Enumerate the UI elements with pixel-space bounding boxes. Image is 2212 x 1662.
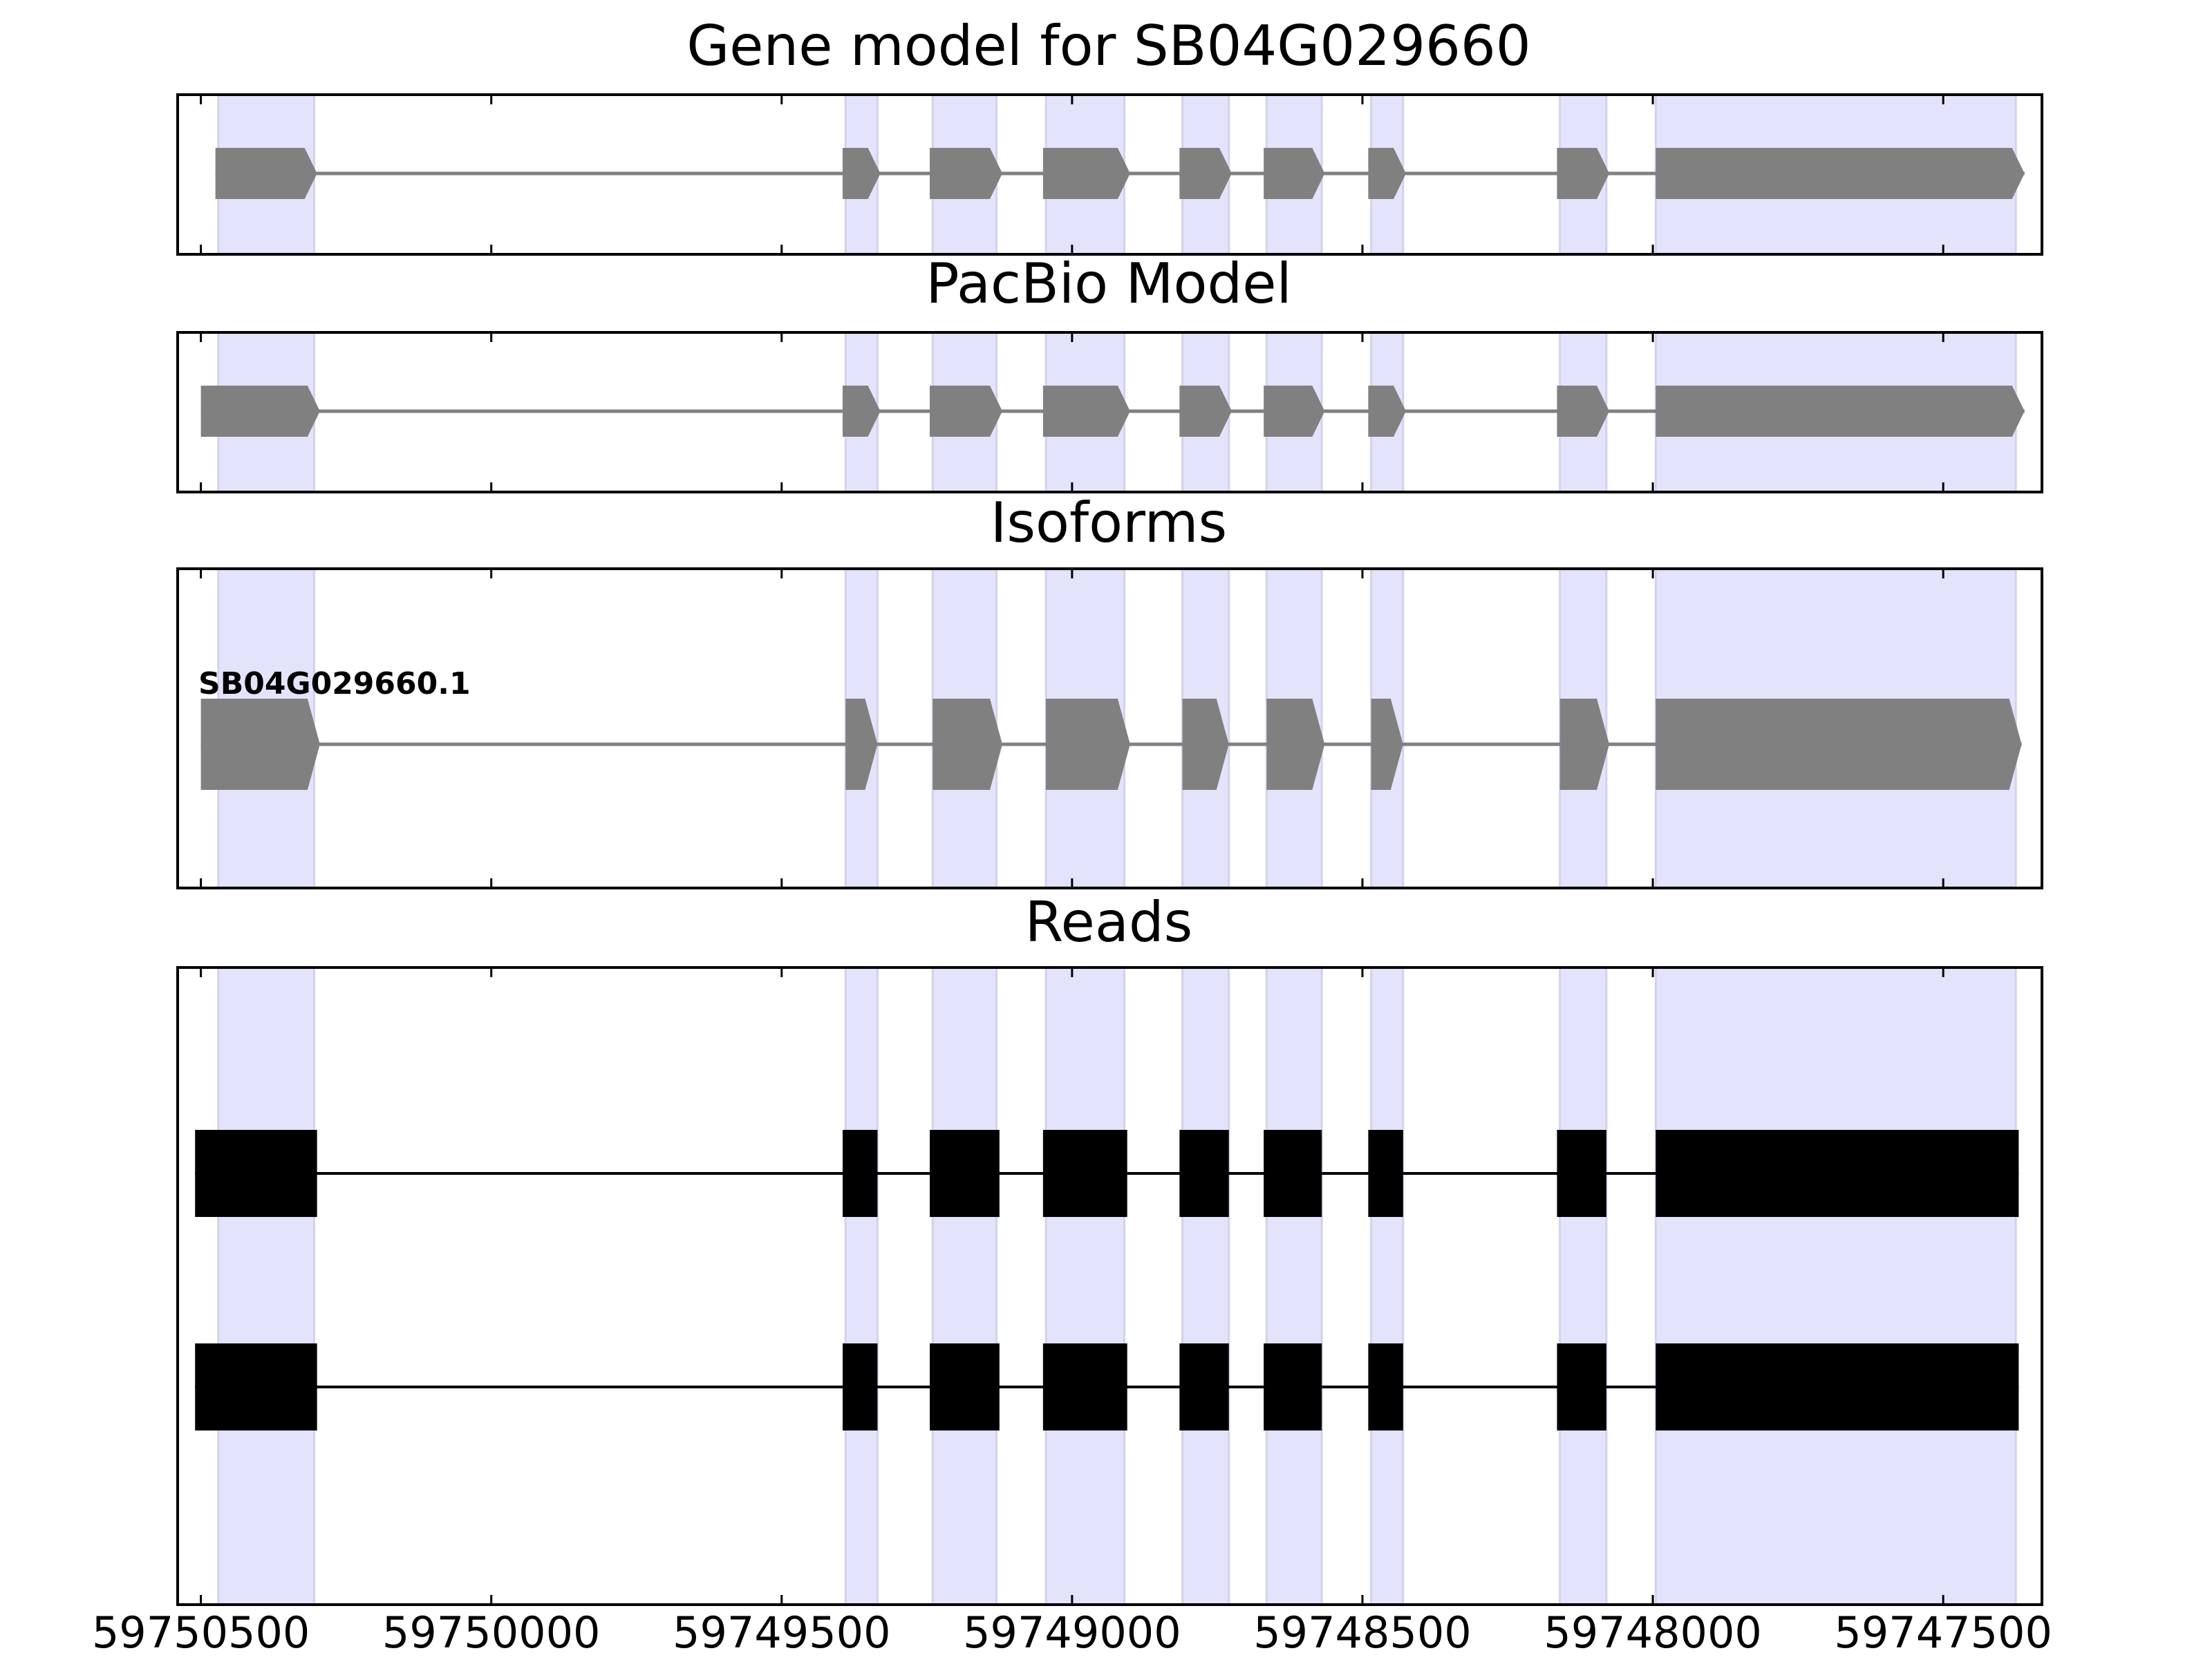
highlight-region-4 bbox=[1044, 966, 1126, 1606]
x-tick-label: 59747500 bbox=[1834, 1607, 2052, 1658]
panel-gene-model: Gene model for SB04G029660 bbox=[176, 14, 2043, 256]
read-exon-4 bbox=[1042, 1343, 1127, 1430]
exon-6 bbox=[1264, 386, 1325, 437]
tick-marks-reads bbox=[200, 967, 1944, 1605]
exon-5 bbox=[1179, 148, 1232, 199]
panel-reads: Reads bbox=[176, 890, 2043, 1606]
read-exon-4 bbox=[1042, 1130, 1127, 1217]
panel-frame-reads bbox=[176, 966, 2043, 1606]
isoform-label: SB04G029660.1 bbox=[198, 666, 471, 701]
exon-8 bbox=[1557, 386, 1610, 437]
exon-9 bbox=[1656, 386, 2025, 437]
exon-2 bbox=[843, 386, 881, 437]
tracks-pacbio-model bbox=[200, 386, 2025, 437]
x-axis-tick-labels: 59750500 59750000 59749500 59749000 59748500… bbox=[92, 1607, 2052, 1658]
x-tick-label: 59748500 bbox=[1253, 1607, 1472, 1658]
panel-frame-gene-model bbox=[176, 93, 2043, 256]
tracks-reads bbox=[195, 1130, 2019, 1430]
exon-3 bbox=[932, 699, 1003, 790]
read-exon-3 bbox=[930, 1130, 1000, 1217]
tick-marks-pacbio-model bbox=[200, 332, 1944, 492]
read-exon-9 bbox=[1656, 1343, 2019, 1430]
exon-4 bbox=[1042, 386, 1130, 437]
exon-4 bbox=[1042, 148, 1130, 199]
tracks-gene-model bbox=[215, 148, 2025, 199]
highlight-region-7 bbox=[1370, 966, 1405, 1606]
panel-title-reads: Reads bbox=[1025, 890, 1193, 954]
tick-marks-isoforms bbox=[200, 569, 1944, 888]
highlight-region-6 bbox=[1265, 966, 1323, 1606]
exon-5 bbox=[1182, 699, 1229, 790]
exon-7 bbox=[1368, 148, 1406, 199]
exon-3 bbox=[930, 148, 1003, 199]
panel-isoforms: Isoforms SB04G029660.1 bbox=[176, 491, 2043, 889]
tracks-isoforms bbox=[200, 699, 2022, 790]
highlight-region-9 bbox=[1654, 966, 2017, 1606]
x-tick-label: 59748000 bbox=[1544, 1607, 1762, 1658]
highlight-region-1 bbox=[217, 966, 315, 1606]
x-tick-label: 59749000 bbox=[963, 1607, 1181, 1658]
read-exon-8 bbox=[1557, 1343, 1606, 1430]
exon-4 bbox=[1046, 699, 1130, 790]
read-exon-1 bbox=[195, 1130, 317, 1217]
exon-7 bbox=[1371, 699, 1403, 790]
highlight-layer-reads bbox=[217, 966, 2017, 1606]
exon-3 bbox=[930, 386, 1003, 437]
exon-6 bbox=[1266, 699, 1325, 790]
exon-1 bbox=[215, 148, 317, 199]
panel-title-pacbio-model: PacBio Model bbox=[926, 252, 1291, 316]
exon-9 bbox=[1656, 148, 2025, 199]
read-exon-7 bbox=[1368, 1130, 1403, 1217]
panel-title-isoforms: Isoforms bbox=[991, 491, 1227, 555]
tick-marks-gene-model bbox=[200, 95, 1944, 254]
read-exon-5 bbox=[1179, 1130, 1229, 1217]
exon-8 bbox=[1559, 699, 1610, 790]
exon-6 bbox=[1264, 148, 1325, 199]
exon-8 bbox=[1557, 148, 1610, 199]
highlight-region-2 bbox=[844, 966, 879, 1606]
highlight-region-3 bbox=[931, 966, 998, 1606]
panel-frame-pacbio-model bbox=[176, 331, 2043, 493]
highlight-region-5 bbox=[1181, 966, 1230, 1606]
exon-7 bbox=[1368, 386, 1406, 437]
read-exon-6 bbox=[1264, 1343, 1322, 1430]
read-exon-5 bbox=[1179, 1343, 1229, 1430]
read-exon-2 bbox=[843, 1343, 878, 1430]
exon-9 bbox=[1656, 699, 2022, 790]
exon-2 bbox=[845, 699, 878, 790]
exon-1 bbox=[200, 699, 320, 790]
exon-1 bbox=[200, 386, 320, 437]
panel-pacbio-model: PacBio Model bbox=[176, 252, 2043, 493]
highlight-region-8 bbox=[1559, 966, 1608, 1606]
read-exon-3 bbox=[930, 1343, 1000, 1430]
read-exon-2 bbox=[843, 1130, 878, 1217]
x-tick-label: 59749500 bbox=[673, 1607, 891, 1658]
read-exon-9 bbox=[1656, 1130, 2019, 1217]
panel-title-gene-model: Gene model for SB04G029660 bbox=[686, 14, 1530, 78]
x-tick-label: 59750000 bbox=[382, 1607, 601, 1658]
read-exon-7 bbox=[1368, 1343, 1403, 1430]
read-exon-1 bbox=[195, 1343, 317, 1430]
panel-frame-isoforms bbox=[176, 567, 2043, 889]
exon-5 bbox=[1179, 386, 1232, 437]
exon-2 bbox=[843, 148, 881, 199]
x-tick-label: 59750500 bbox=[92, 1607, 310, 1658]
read-exon-8 bbox=[1557, 1130, 1606, 1217]
read-exon-6 bbox=[1264, 1130, 1322, 1217]
